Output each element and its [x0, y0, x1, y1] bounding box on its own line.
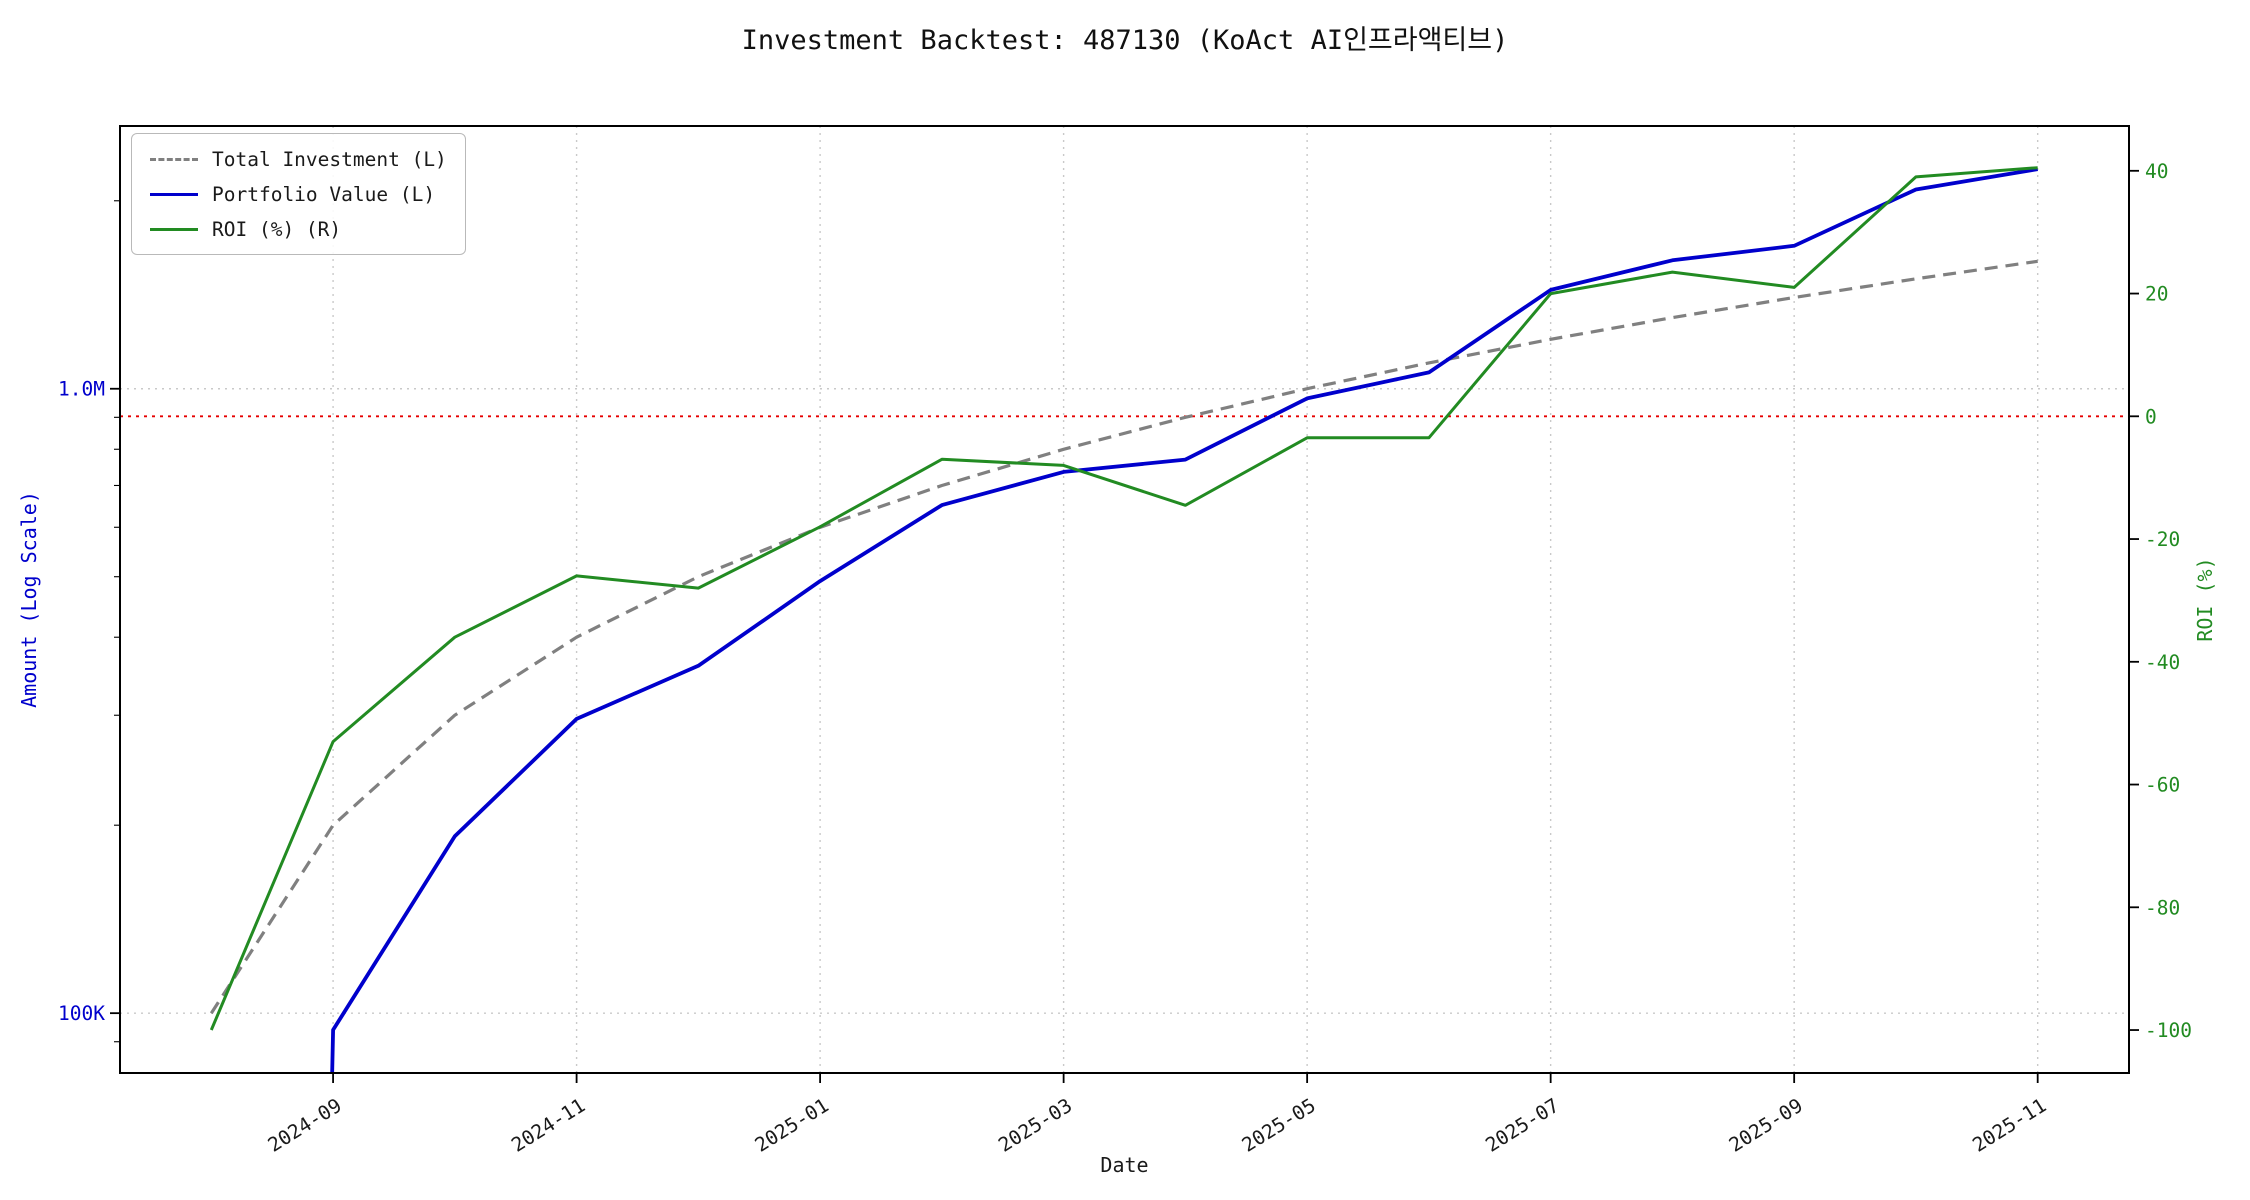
legend-label: Total Investment (L): [212, 147, 447, 171]
legend-line-icon-portfolio-value: [150, 192, 198, 196]
axes-spine: [119, 125, 2130, 1074]
y-left-tick-label: 1.0M: [58, 378, 105, 401]
series-line-1: [330, 167, 2039, 1073]
legend-item: Portfolio Value (L): [150, 181, 447, 207]
x-tick-label: 2025-03: [994, 1094, 1076, 1157]
x-tick-label: 2025-09: [1725, 1094, 1807, 1157]
x-tick-label: 2025-05: [1238, 1094, 1320, 1157]
series-line-0: [209, 259, 2038, 1015]
y-right-tick-label: 20: [2145, 283, 2168, 306]
x-tick-label: 2024-11: [507, 1094, 589, 1157]
legend-label: ROI (%) (R): [212, 217, 342, 241]
chart-title: Investment Backtest: 487130 (KoAct AI인프라…: [741, 25, 1509, 56]
y-right-tick-label: -20: [2145, 528, 2180, 551]
series-line-2: [209, 166, 2038, 1031]
y-right-tick-label: -40: [2145, 651, 2180, 674]
x-axis-label: Date: [1100, 1153, 1148, 1177]
y-right-tick-label: -80: [2145, 896, 2180, 919]
y-right-tick-label: 40: [2145, 160, 2168, 183]
y-right-axis-label: ROI (%): [2193, 557, 2217, 641]
legend: Total Investment (L) Portfolio Value (L)…: [131, 133, 466, 255]
y-right-tick-label: -60: [2145, 774, 2180, 797]
legend-line-icon-total-investment: [150, 157, 198, 161]
x-tick-label: 2024-09: [264, 1094, 346, 1157]
y-right-tick-label: -100: [2145, 1019, 2192, 1042]
legend-item: Total Investment (L): [150, 146, 447, 172]
legend-line-icon-roi: [150, 227, 198, 231]
x-tick-label: 2025-01: [751, 1094, 833, 1157]
y-left-tick-label: 100K: [58, 1002, 105, 1025]
x-tick-label: 2025-11: [1968, 1094, 2050, 1157]
y-right-tick-label: 0: [2145, 405, 2157, 428]
x-tick-label: 2025-07: [1481, 1094, 1563, 1157]
y-left-axis-label: Amount (Log Scale): [17, 491, 41, 708]
legend-item: ROI (%) (R): [150, 216, 447, 242]
legend-label: Portfolio Value (L): [212, 182, 436, 206]
